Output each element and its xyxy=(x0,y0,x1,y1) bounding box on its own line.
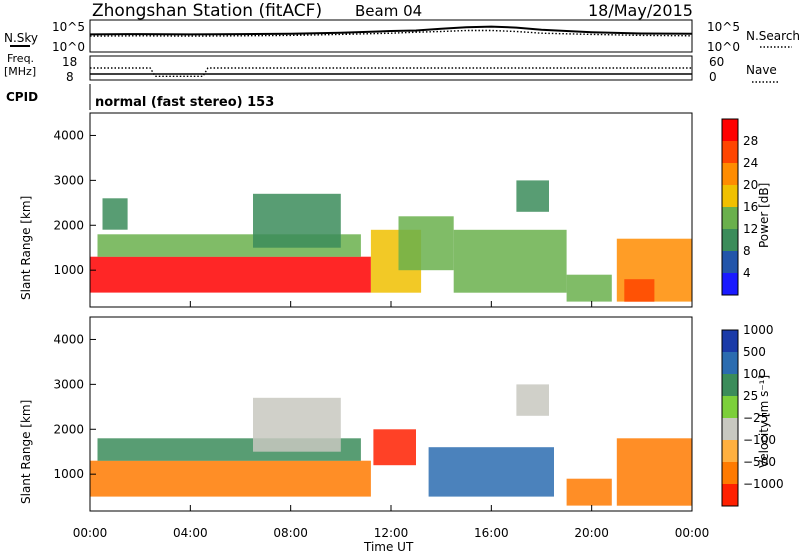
noise-panel xyxy=(89,19,693,53)
noise-tick-left-bottom: 10^0 xyxy=(52,40,85,54)
colorbar-tick-label: 28 xyxy=(743,134,758,148)
power-region-6 xyxy=(453,229,567,293)
power-region-7 xyxy=(516,180,549,212)
cpid-label: CPID xyxy=(6,90,38,104)
x-tick-label: 00:00 xyxy=(73,526,108,540)
power-region-10 xyxy=(624,279,655,302)
nsearch-label: N.Search xyxy=(746,29,800,43)
y-tick-label: 3000 xyxy=(53,377,84,391)
x-tick-label: 16:00 xyxy=(474,526,509,540)
y-tick-label: 2000 xyxy=(53,218,84,232)
velocity-region-3 xyxy=(373,429,416,466)
power-region-5 xyxy=(398,216,454,271)
velocity-region-4 xyxy=(428,447,554,497)
power-region-8 xyxy=(566,274,612,302)
x-tick-label: 00:00 xyxy=(675,526,710,540)
colorbar-swatch xyxy=(722,229,738,251)
colorbar-swatch xyxy=(722,418,738,440)
x-tick-label: 04:00 xyxy=(173,526,208,540)
colorbar-swatch xyxy=(722,396,738,418)
colorbar-tick-label: 8 xyxy=(743,244,751,258)
beam-label: Beam 04 xyxy=(355,2,422,20)
power-colorbar-label: Power [dB] xyxy=(757,183,771,248)
freq-tick-bottom: 8 xyxy=(66,70,74,84)
nave-tick-top: 60 xyxy=(709,55,724,69)
y-tick-label: 1000 xyxy=(53,263,84,277)
power-region-3 xyxy=(253,193,341,248)
colorbar-swatch xyxy=(722,352,738,374)
colorbar-frame xyxy=(721,329,739,507)
y-tick-label: 4000 xyxy=(53,332,84,346)
power-colorbar: 4 8 12 16 20 24 28 xyxy=(721,118,758,296)
nave-label: Nave xyxy=(746,63,777,77)
y-tick-label: 1000 xyxy=(53,467,84,481)
colorbar-tick-label: −500 xyxy=(743,455,776,469)
freq-tick-top: 18 xyxy=(62,55,77,69)
colorbar-swatch xyxy=(722,251,738,273)
velocity-colorbar: −1000 −500 −100 −25 25 100 500 1000 xyxy=(721,323,784,507)
y-tick-label: 3000 xyxy=(53,173,84,187)
colorbar-tick-label: 12 xyxy=(743,222,758,236)
colorbar-swatch xyxy=(722,207,738,229)
date-label: 18/May/2015 xyxy=(588,1,693,20)
x-tick-label: 20:00 xyxy=(574,526,609,540)
freq-unit-label: [MHz] xyxy=(4,65,36,78)
velocity-region-6 xyxy=(566,478,612,506)
colorbar-tick-label: 500 xyxy=(743,345,766,359)
velocity-colorbar-label: Velocity [m s⁻¹] xyxy=(757,375,771,468)
nsearch-series-line xyxy=(89,29,693,37)
colorbar-tick-label: −100 xyxy=(743,433,776,447)
station-title: Zhongshan Station (fitACF) xyxy=(92,1,322,21)
nave-tick-bottom: 0 xyxy=(709,70,717,84)
y-tick-label: 2000 xyxy=(53,422,84,436)
colorbar-swatch xyxy=(722,273,738,295)
colorbar-tick-label: 24 xyxy=(743,156,758,170)
velocity-region-5 xyxy=(516,384,549,416)
velocity-region-7 xyxy=(616,438,693,506)
colorbar-tick-label: 4 xyxy=(743,266,751,280)
nsky-series-line xyxy=(89,25,693,36)
noise-tick-right-bottom: 10^0 xyxy=(707,40,740,54)
colorbar-tick-label: −25 xyxy=(743,411,768,425)
noise-tick-left-top: 10^5 xyxy=(52,20,85,34)
colorbar-swatch xyxy=(722,163,738,185)
nave-series-line xyxy=(90,67,692,78)
colorbar-swatch xyxy=(722,141,738,163)
power-y-axis: 1000 2000 3000 4000 xyxy=(53,128,96,277)
x-axis-label: Time UT xyxy=(363,540,414,554)
colorbar-swatch xyxy=(722,440,738,462)
power-region-0 xyxy=(90,256,371,293)
x-tick-label: 12:00 xyxy=(374,526,409,540)
power-y-label: Slant Range [km] xyxy=(19,196,33,300)
velocity-region-0 xyxy=(90,460,371,497)
colorbar-tick-label: 100 xyxy=(743,367,766,381)
colorbar-swatch xyxy=(722,119,738,141)
power-heatmap xyxy=(90,180,693,302)
colorbar-tick-label: 25 xyxy=(743,389,758,403)
velocity-region-2 xyxy=(253,397,341,452)
power-region-2 xyxy=(102,198,128,230)
colorbar-swatch xyxy=(722,330,738,352)
colorbar-swatch xyxy=(722,462,738,484)
velocity-y-axis: 1000 2000 3000 4000 xyxy=(53,332,96,481)
y-tick-label: 4000 xyxy=(53,128,84,142)
velocity-heatmap xyxy=(90,384,693,506)
colorbar-swatch xyxy=(722,484,738,506)
freq-label: Freq. xyxy=(7,52,34,65)
time-axis: 00:00 04:00 08:00 12:00 16:00 20:00 00:00 xyxy=(73,301,710,540)
nsky-label: N.Sky xyxy=(4,31,38,45)
colorbar-frame xyxy=(721,118,739,296)
colorbar-swatch xyxy=(722,185,738,207)
colorbar-tick-label: 20 xyxy=(743,178,758,192)
colorbar-tick-label: 16 xyxy=(743,200,758,214)
colorbar-swatch xyxy=(722,374,738,396)
velocity-y-label: Slant Range [km] xyxy=(19,400,33,504)
cpid-text: normal (fast stereo) 153 xyxy=(95,95,274,110)
x-tick-label: 08:00 xyxy=(273,526,308,540)
colorbar-tick-label: 1000 xyxy=(743,323,774,337)
noise-tick-right-top: 10^5 xyxy=(707,20,740,34)
colorbar-tick-label: −1000 xyxy=(743,477,784,491)
